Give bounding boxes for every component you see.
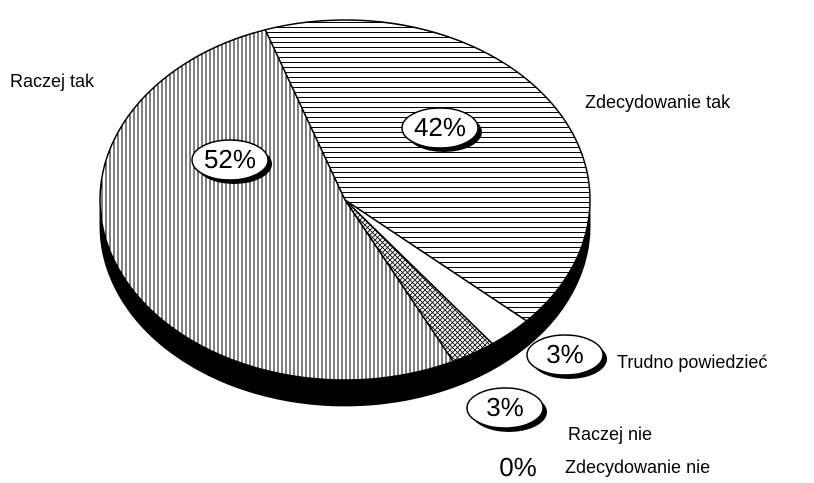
value-label: 52%	[204, 144, 256, 174]
label-bubble	[466, 387, 544, 429]
pie-slice	[264, 19, 591, 322]
pie-slice	[99, 28, 455, 381]
value-label: 42%	[414, 112, 466, 142]
category-label: Raczej nie	[568, 424, 652, 444]
value-label: 3%	[546, 339, 584, 369]
category-label: Zdecydowanie tak	[585, 92, 731, 112]
value-label: 3%	[486, 392, 524, 422]
label-bubble	[526, 334, 604, 376]
category-label: Zdecydowanie nie	[565, 457, 710, 477]
category-label: Trudno powiedzieć	[617, 352, 767, 372]
label-bubble	[191, 139, 269, 181]
category-label: Raczej tak	[10, 71, 95, 91]
value-label: 0%	[499, 452, 537, 482]
label-bubble	[401, 107, 479, 149]
